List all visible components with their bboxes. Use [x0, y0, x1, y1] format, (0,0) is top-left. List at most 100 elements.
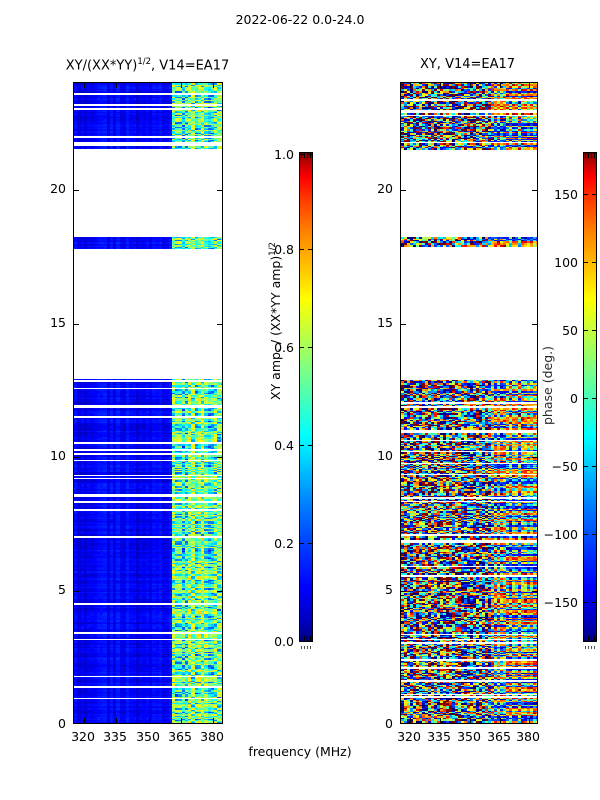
right-xtick-350: [470, 718, 471, 723]
heatmap-scanline: [401, 693, 537, 694]
left-xtick-380-top: [213, 83, 214, 88]
phase-cbtick--100: [584, 534, 588, 535]
heatmap-scanline: [401, 723, 537, 724]
heatmap-scanline: [401, 564, 537, 566]
left-ytick-20: [74, 190, 79, 191]
heatmap-scanline: [74, 91, 222, 93]
heatmap-scanline: [74, 141, 222, 142]
right-ytick-10: [401, 457, 406, 458]
right-panel-title: XY, V14=EA17: [330, 57, 600, 72]
amplitude-cbtick-0.6: [300, 347, 304, 348]
left-xtick-320-top: [84, 83, 85, 88]
phase-cblabel-100: 100: [528, 255, 578, 270]
phase-colorbar[interactable]: [583, 152, 597, 642]
amplitude-colorbar-label: XY amp. / (XX*YY amp)1/2: [268, 242, 283, 400]
right-ytick-20: [401, 190, 406, 191]
heatmap-scanline: [74, 415, 222, 416]
left-xticklabel-380: 380: [192, 729, 232, 744]
heatmap-scanline: [74, 107, 222, 108]
amplitude-cbtick-0.4-right: [308, 445, 312, 446]
left-yticklabel-15: 15: [28, 315, 66, 330]
phase-cblabel--50: −50: [528, 459, 578, 474]
left-xtick-365-top: [181, 83, 182, 88]
right-ytick-5-right: [532, 591, 537, 592]
phase-cbtick-0: [584, 398, 588, 399]
left-xtick-335-top: [116, 83, 117, 88]
left-xtick-380: [213, 718, 214, 723]
heatmap-scanline: [74, 631, 222, 632]
heatmap-scanline: [74, 697, 222, 698]
phase-cbtick--150: [584, 602, 588, 603]
amplitude-colorbar-label-exponent: 1/2: [268, 242, 278, 256]
left-yticklabel-0: 0: [28, 716, 66, 731]
right-xtick-320: [410, 718, 411, 723]
heatmap-scanline: [401, 450, 537, 451]
heatmap-scanline: [74, 379, 222, 380]
figure-suptitle: 2022-06-22 0.0-24.0: [0, 12, 600, 27]
left-ytick-10: [74, 457, 79, 458]
left-yticklabel-10: 10: [28, 448, 66, 463]
heatmap-scanline: [401, 98, 537, 99]
right-xtick-380: [529, 718, 530, 723]
left-heatmap-rows: [74, 83, 222, 723]
amplitude-cblabel-0.2: 0.2: [252, 536, 294, 551]
right-xtick-320-top: [410, 83, 411, 88]
heatmap-scanline: [401, 657, 537, 659]
amplitude-cbtick-0.6-right: [308, 347, 312, 348]
heatmap-scanline: [74, 534, 222, 536]
right-xticklabel-380: 380: [508, 729, 548, 744]
right-xtick-365: [500, 718, 501, 723]
phase-cbtick--50: [584, 466, 588, 467]
amplitude-cbtick-1.0: [300, 154, 304, 155]
left-xtick-365: [181, 718, 182, 723]
phase-cbtick-50: [584, 330, 588, 331]
amplitude-cbtick-0.0: [300, 641, 304, 642]
left-xtick-350-top: [149, 83, 150, 88]
left-yticklabel-5: 5: [28, 582, 66, 597]
heatmap-scanline: [74, 499, 222, 501]
phase-colorbar-label: phase (deg.): [540, 346, 555, 425]
x-axis-label: frequency (MHz): [248, 744, 351, 759]
heatmap-scanline: [401, 573, 537, 575]
amplitude-ratio-heatmap[interactable]: [73, 82, 223, 724]
heatmap-scanline: [401, 401, 537, 402]
heatmap-scanline: [401, 141, 537, 142]
right-yticklabel-0: 0: [355, 716, 393, 731]
heatmap-scanline: [74, 387, 222, 388]
heatmap-scanline: [401, 428, 537, 430]
heatmap-scanline: [401, 666, 537, 667]
phase-colorbar-gradient: [584, 153, 596, 641]
left-ytick-20-right: [217, 190, 222, 191]
phase-heatmap[interactable]: [400, 82, 538, 724]
amplitude-cbtick-0.2: [300, 543, 304, 544]
heatmap-scanline: [74, 492, 222, 494]
right-xtick-350-top: [470, 83, 471, 88]
heatmap-scanline: [74, 135, 222, 136]
phase-colorbar-under-marker: [585, 636, 595, 641]
heatmap-scanline: [401, 148, 537, 150]
amplitude-cbtick-0.8: [300, 249, 304, 250]
phase-cbtick-150: [584, 194, 588, 195]
left-panel-title: XY/(XX*YY)1/2, V14=EA17: [0, 57, 295, 73]
right-ytick-15: [401, 324, 406, 325]
left-ytick-10-right: [217, 457, 222, 458]
right-yticklabel-5: 5: [355, 582, 393, 597]
heatmap-scanline: [74, 474, 222, 475]
heatmap-scanline: [401, 500, 537, 501]
left-ytick-15: [74, 324, 79, 325]
phase-cblabel--150: −150: [528, 595, 578, 610]
right-xtick-335: [440, 718, 441, 723]
phase-colorbar-bad-marker: [585, 646, 595, 649]
amplitude-cblabel-1.0: 1.0: [252, 147, 294, 162]
left-panel-title-exponent: 1/2: [137, 57, 151, 67]
phase-cbtick--100-right: [592, 534, 596, 535]
amplitude-cblabel-0.4: 0.4: [252, 438, 294, 453]
heatmap-scanline: [74, 723, 222, 724]
heatmap-scanline: [401, 473, 537, 474]
heatmap-scanline: [401, 462, 537, 463]
heatmap-scanline: [74, 440, 222, 442]
heatmap-scanline: [74, 404, 222, 405]
heatmap-scanline: [401, 641, 537, 642]
amplitude-ratio-colorbar[interactable]: [299, 152, 313, 642]
heatmap-scanline: [401, 405, 537, 406]
